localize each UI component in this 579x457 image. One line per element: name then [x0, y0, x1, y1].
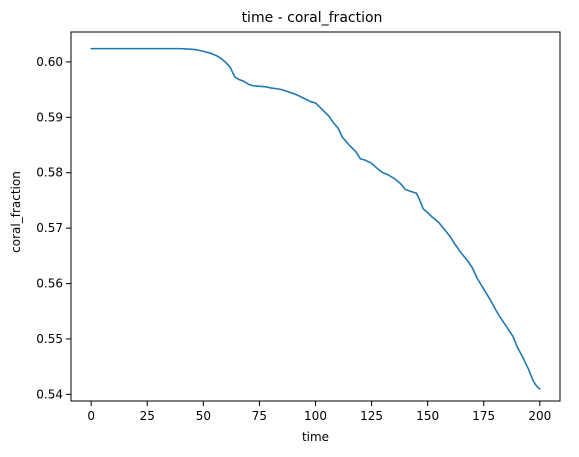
- x-axis-label: time: [302, 430, 329, 444]
- series-layer: [90, 47, 541, 390]
- series-line-coral-fraction: [90, 47, 541, 390]
- x-axis-ticks: 0 25 50 75 100 125 150 175 200: [87, 401, 551, 423]
- y-tick-label: 0.55: [36, 332, 63, 346]
- x-tick-label: 50: [196, 409, 211, 423]
- y-axis-ticks: 0.54 0.55 0.56 0.57 0.58 0.59 0.60: [36, 55, 71, 401]
- x-tick-label: 150: [416, 409, 439, 423]
- x-tick-label: 100: [304, 409, 327, 423]
- y-tick-label: 0.59: [36, 110, 63, 124]
- chart-title: time - coral_fraction: [242, 10, 383, 26]
- y-tick-label: 0.58: [36, 166, 63, 180]
- y-tick-label: 0.60: [36, 55, 63, 69]
- y-tick-label: 0.57: [36, 221, 63, 235]
- x-tick-label: 25: [140, 409, 155, 423]
- x-tick-label: 0: [87, 409, 95, 423]
- y-axis-label: coral_fraction: [9, 171, 23, 253]
- plot-frame: [70, 31, 561, 402]
- x-tick-label: 125: [360, 409, 383, 423]
- y-tick-label: 0.56: [36, 277, 63, 291]
- x-tick-label: 200: [528, 409, 551, 423]
- x-tick-label: 75: [252, 409, 267, 423]
- y-tick-label: 0.54: [36, 387, 63, 401]
- x-tick-label: 175: [472, 409, 495, 423]
